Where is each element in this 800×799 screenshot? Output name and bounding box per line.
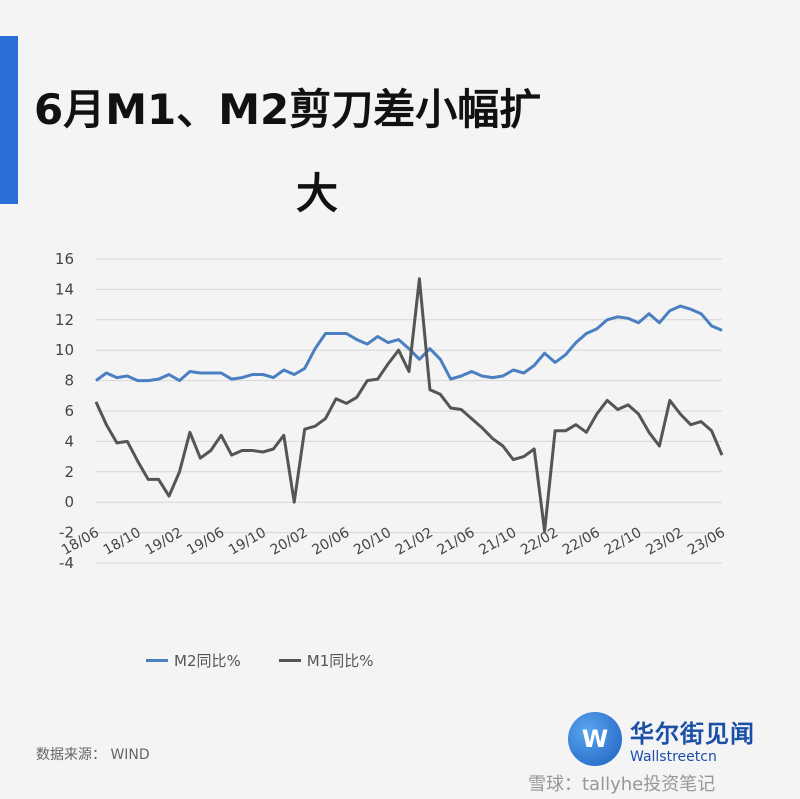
y-tick-label: -2	[59, 524, 74, 542]
page-title: 6月M1、M2剪刀差小幅扩 大	[34, 68, 634, 236]
logo-text: 华尔街见闻 Wallstreetcn	[630, 714, 755, 765]
x-tick-label: 21/10	[476, 525, 519, 559]
y-tick-label: -4	[59, 554, 74, 572]
legend-item-m1: M1同比%	[278, 650, 374, 671]
x-tick-label: 20/06	[309, 525, 352, 559]
y-tick-label: 2	[64, 463, 74, 481]
series-line-m1	[94, 277, 724, 533]
y-tick-label: 8	[64, 372, 74, 390]
y-tick-label: 4	[64, 432, 74, 450]
x-tick-label: 21/06	[435, 525, 478, 559]
accent-bar	[0, 36, 18, 204]
legend-label-m2: M2同比%	[174, 652, 241, 670]
x-tick-label: 22/10	[602, 525, 645, 559]
x-tick-label: 22/02	[518, 525, 561, 559]
series-line-m2	[95, 304, 723, 383]
legend-swatch-m2	[146, 659, 168, 662]
legend-item-m2: M2同比%	[146, 650, 241, 671]
y-tick-label: 12	[55, 311, 74, 329]
y-tick-label: 14	[55, 280, 74, 298]
legend-label-m1: M1同比%	[306, 652, 374, 670]
y-tick-label: 10	[55, 341, 74, 359]
x-tick-label: 20/10	[351, 525, 394, 559]
x-tick-label: 20/02	[268, 525, 311, 559]
watermark: 雪球：tallyhe投资笔记	[528, 774, 716, 795]
data-source: 数据来源： WIND	[36, 747, 150, 763]
x-tick-label: 19/10	[226, 525, 269, 559]
chart-legend: M2同比% M1同比%	[146, 650, 374, 671]
title-line1: 6月M1、M2剪刀差小幅扩	[34, 85, 542, 134]
x-tick-label: 22/06	[560, 525, 603, 559]
x-tick-label: 23/06	[685, 525, 728, 559]
brand-logo: W 华尔街见闻 Wallstreetcn	[568, 712, 755, 766]
y-tick-label: 0	[64, 493, 74, 511]
x-tick-label: 18/10	[101, 525, 144, 559]
x-tick-label: 19/02	[143, 525, 186, 559]
legend-swatch-m1	[278, 659, 301, 662]
logo-name-en: Wallstreetcn	[630, 748, 717, 765]
title-line2: 大	[296, 169, 339, 218]
x-tick-label: 23/02	[643, 525, 686, 559]
x-tick-label: 19/06	[184, 525, 227, 559]
y-tick-label: 16	[55, 250, 74, 268]
y-tick-label: 6	[64, 402, 74, 420]
logo-badge-icon: W	[568, 712, 622, 766]
x-tick-label: 21/02	[393, 525, 436, 559]
logo-name-cn: 华尔街见闻	[630, 719, 755, 748]
